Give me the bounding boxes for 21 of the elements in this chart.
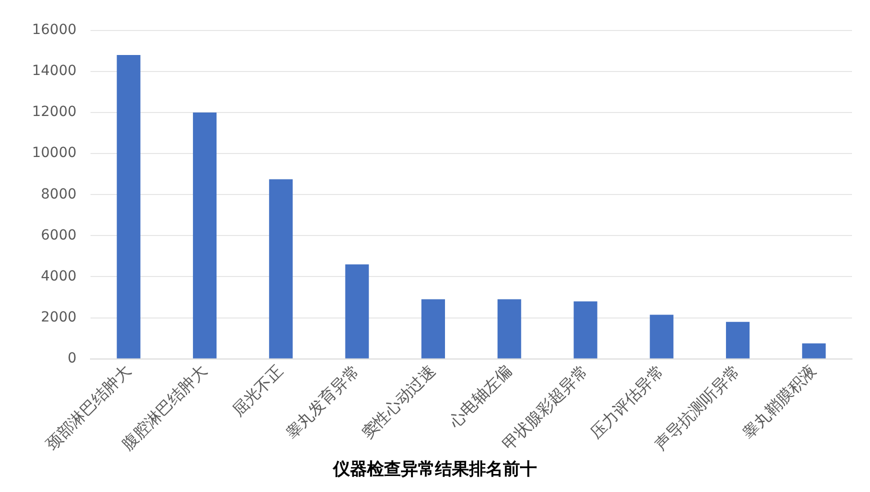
bar [269,179,293,358]
bar [421,299,445,358]
bar [650,314,674,358]
bar [726,322,750,358]
x-tick-label: 睾丸鞘膜积液 [739,362,820,442]
bar [192,112,217,358]
y-tick-label: 6000 [40,227,77,244]
y-tick-label: 8000 [40,186,77,202]
bar [345,264,369,358]
bar [574,301,598,358]
y-tick-label: 12000 [32,104,77,120]
bar [802,343,826,358]
bar [498,299,522,358]
y-tick-label: 10000 [32,145,77,162]
y-tick-label: 2000 [40,309,77,326]
y-tick-label: 4000 [40,268,77,284]
y-tick-label: 0 [68,350,77,366]
bar [116,55,140,358]
y-tick-label: 14000 [32,63,77,80]
text: 仪器检查异常结果排名前十 [332,459,537,478]
y-tick-label: 16000 [32,22,77,38]
